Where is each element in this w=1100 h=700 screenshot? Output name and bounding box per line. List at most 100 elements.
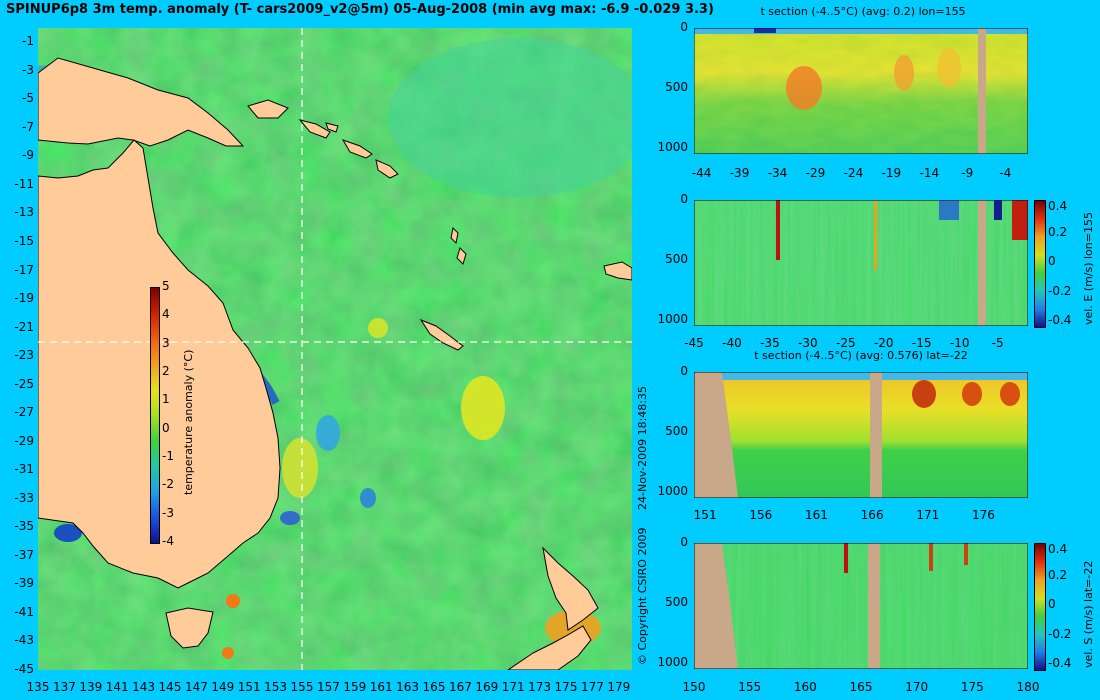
panel-4-x-tick-label: 180 xyxy=(1016,680,1040,694)
warm-eddy xyxy=(461,376,505,440)
map-lon-tick-label: 139 xyxy=(79,680,103,694)
map-lon-tick-label: 135 xyxy=(26,680,50,694)
panel-4-y-axis: 0 500 1000 xyxy=(650,535,690,669)
map-lat-tick-label: -29 xyxy=(14,433,34,448)
timestamp-text: 24-Nov-2009 18:48:35 xyxy=(636,385,649,510)
map-colorbar-tick-label: 0 xyxy=(162,420,170,435)
map-lat-tick-label: -25 xyxy=(14,376,34,391)
cool-anomaly-north xyxy=(388,38,632,198)
warm-eddy xyxy=(222,647,234,659)
panel-2-x-tick-label: -30 xyxy=(798,336,818,350)
panel-3-y-axis: 0 500 1000 xyxy=(650,364,690,498)
map-colorbar-ticks: 5 4 3 2 1 0 -1 -2 -3 -4 xyxy=(162,279,182,548)
map-lon-tick-label: 167 xyxy=(448,680,472,694)
warm-eddy xyxy=(226,594,240,608)
panel-1-y-axis: 0 500 1000 xyxy=(650,20,690,154)
fiji-island xyxy=(603,261,632,281)
panel-4-jet xyxy=(844,543,848,573)
panel-2-jet xyxy=(776,200,780,260)
map-lat-tick-label: -33 xyxy=(14,490,34,505)
panel-4-colorbar-tick-label: 0.4 xyxy=(1048,542,1068,556)
page-title: SPINUP6p8 3m temp. anomaly (T- cars2009_… xyxy=(6,2,714,17)
map-lat-tick-label: -7 xyxy=(22,119,34,134)
panel-4-colorbar-tick-label: -0.2 xyxy=(1048,626,1072,641)
panel-4-velocity-plot[interactable] xyxy=(694,543,1028,669)
panel-3-y-tick-label: 500 xyxy=(665,424,688,438)
cold-eddy xyxy=(316,415,340,451)
map-lat-tick-label: -35 xyxy=(14,519,34,534)
map-lon-tick-label: 157 xyxy=(316,680,340,694)
panel-1-y-tick-label: 1000 xyxy=(657,140,688,154)
map-lon-tick-label: 137 xyxy=(52,680,76,694)
panel-1-x-tick-label: -44 xyxy=(691,166,712,180)
panel-1-x-tick-label: -9 xyxy=(961,166,974,180)
panel-2-x-axis: -45 -40 -35 -30 -25 -20 -15 -10 -5 xyxy=(684,336,1028,350)
panel-1-title: t section (-4..5°C) (avg: 0.2) lon=155 xyxy=(760,5,966,18)
panel-4-x-tick-label: 170 xyxy=(905,680,929,694)
map-lat-tick-label: -9 xyxy=(22,148,34,163)
panel-2-land-mask xyxy=(978,200,986,326)
panel-2-jet xyxy=(1012,200,1028,240)
map-lat-tick-label: -23 xyxy=(14,348,34,363)
panel-4-colorbar xyxy=(1034,543,1046,671)
map-lat-tick-label: -41 xyxy=(14,604,34,619)
map-colorbar-tick-label: -3 xyxy=(162,505,174,520)
panel-4-y-tick-label: 500 xyxy=(665,595,688,609)
map-lat-tick-label: -37 xyxy=(14,547,34,562)
panel-1-x-tick-label: -29 xyxy=(805,166,826,180)
panel-3-x-tick-label: 171 xyxy=(916,508,940,522)
map-lon-tick-label: 161 xyxy=(369,680,393,694)
panel-2-y-axis: 0 500 1000 xyxy=(650,192,690,326)
panel-2-x-tick-label: -10 xyxy=(949,336,970,350)
panel-4-colorbar-ticks: 0.4 0.2 0 -0.2 -0.4 xyxy=(1048,539,1078,673)
panel-2-colorbar-tick-label: -0.2 xyxy=(1048,283,1072,298)
new-britain-island xyxy=(247,99,289,119)
map-colorbar-label: temperature anomaly (°C) xyxy=(182,349,195,495)
panel-3-x-tick-label: 176 xyxy=(972,508,995,522)
panel-3-x-tick-label: 156 xyxy=(749,508,773,522)
panel-3-land-mask xyxy=(694,372,738,498)
map-lon-tick-label: 141 xyxy=(105,680,129,694)
cold-eddy xyxy=(280,511,300,525)
panel-3-x-axis: 151 156 161 166 171 176 xyxy=(694,508,1028,522)
map-lat-tick-label: -15 xyxy=(14,234,34,248)
panel-3-section-plot[interactable] xyxy=(694,372,1028,498)
panel-1-warm-core xyxy=(786,66,822,110)
panel-3-surface-layer xyxy=(694,372,1028,380)
new-zealand-south-island xyxy=(507,625,592,670)
anomaly-map[interactable] xyxy=(38,28,632,670)
map-lat-tick-label: -27 xyxy=(14,405,34,420)
bougainville-island xyxy=(298,119,331,139)
panel-3-x-tick-label: 166 xyxy=(860,508,884,522)
map-colorbar-tick-label: 4 xyxy=(162,307,170,322)
panel-1-x-tick-label: -24 xyxy=(843,166,864,180)
panel-3-x-tick-label: 161 xyxy=(805,508,828,522)
new-guinea-landmass xyxy=(38,57,245,147)
panel-2-colorbar-ticks: 0.4 0.2 0 -0.2 -0.4 xyxy=(1048,196,1078,330)
panel-1-x-axis: -44 -39 -34 -29 -24 -19 -14 -9 -4 xyxy=(691,166,1028,180)
panel-1-y-tick-label: 500 xyxy=(665,80,688,94)
map-lon-tick-label: 173 xyxy=(528,680,552,694)
panel-1-section-plot[interactable] xyxy=(694,28,1028,154)
map-lat-tick-label: -11 xyxy=(14,176,34,191)
panel-1-cold-surface xyxy=(754,28,776,33)
panel-4-x-tick-label: 155 xyxy=(738,680,762,694)
panel-2-colorbar xyxy=(1034,200,1046,328)
map-lon-axis: 135 137 139 141 143 145 147 149 151 153 155 157 159 1… xyxy=(27,680,632,696)
map-lon-tick-label: 145 xyxy=(158,680,182,694)
panel-4-texture xyxy=(694,543,1028,669)
panel-2-westward-flow xyxy=(994,200,1002,220)
panel-4-x-tick-label: 160 xyxy=(793,680,817,694)
panel-2-x-tick-label: -20 xyxy=(873,336,894,350)
panel-4-colorbar-tick-label: 0.2 xyxy=(1048,567,1068,582)
map-lat-tick-label: -13 xyxy=(14,205,34,220)
panel-4-jet xyxy=(964,543,968,565)
panel-2-x-tick-label: -35 xyxy=(760,336,780,350)
map-colorbar-tick-label: 2 xyxy=(162,364,170,378)
tasmania-landmass xyxy=(165,607,214,649)
panel-1-x-tick-label: -4 xyxy=(999,166,1012,180)
map-colorbar-tick-label: 1 xyxy=(162,392,170,407)
solomon-island xyxy=(341,139,373,159)
panel-3-y-tick-label: 1000 xyxy=(657,484,688,498)
panel-2-velocity-plot[interactable] xyxy=(694,200,1028,326)
